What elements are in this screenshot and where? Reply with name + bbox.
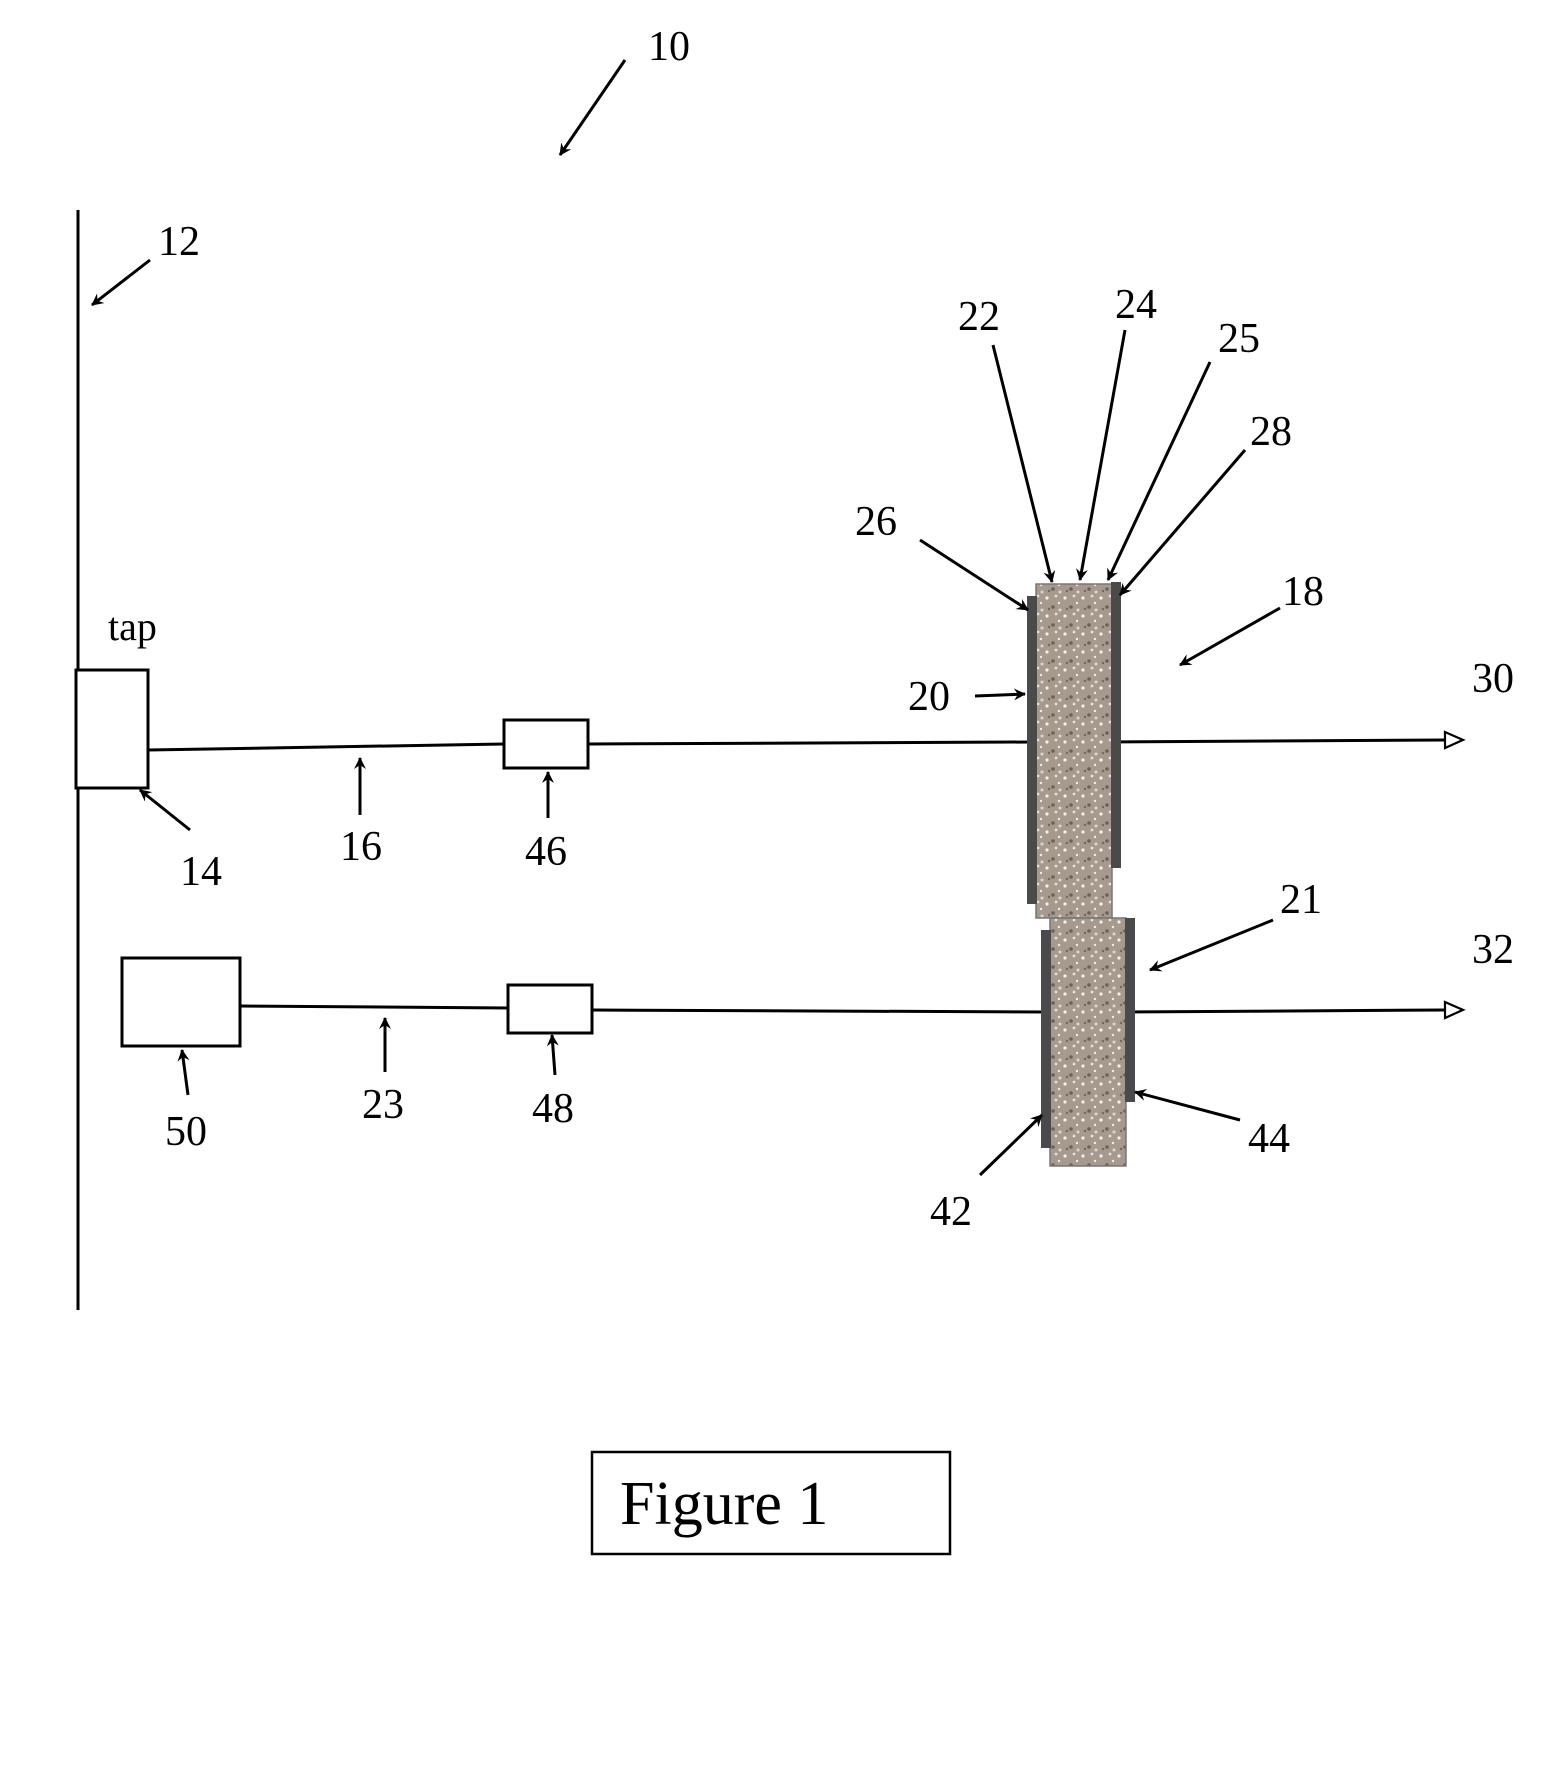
leader-22 (993, 345, 1052, 582)
element-50-box (122, 958, 240, 1046)
diagram: tap 10 12 14 16 46 20 26 (0, 0, 1566, 1769)
label-14: 14 (180, 849, 222, 895)
strip-26 (1027, 596, 1037, 904)
leader-48 (552, 1035, 555, 1075)
element-48-box (508, 985, 592, 1033)
leader-28 (1120, 450, 1245, 595)
line-23 (240, 1006, 508, 1008)
line-48-to-col (592, 1010, 1045, 1012)
leader-42 (980, 1115, 1042, 1175)
label-20: 20 (908, 674, 950, 720)
leader-14 (140, 790, 190, 830)
label-12: 12 (158, 219, 200, 265)
label-21: 21 (1280, 877, 1322, 923)
label-26: 26 (855, 499, 897, 545)
output-30-line (1100, 740, 1445, 742)
label-48: 48 (532, 1086, 574, 1132)
label-10: 10 (648, 24, 690, 70)
output-32-line (1118, 1010, 1445, 1012)
element-46-box (504, 720, 588, 768)
column-upper (1036, 584, 1112, 918)
label-42: 42 (930, 1189, 972, 1235)
label-50: 50 (165, 1109, 207, 1155)
line-46-to-col (588, 742, 1030, 744)
leader-24 (1080, 330, 1125, 580)
label-25: 25 (1218, 316, 1260, 362)
label-18: 18 (1282, 569, 1324, 615)
strip-28 (1111, 582, 1121, 868)
label-46: 46 (525, 829, 567, 875)
strip-42 (1041, 930, 1051, 1148)
leader-26 (920, 540, 1028, 610)
leader-12 (92, 260, 150, 305)
leader-50 (182, 1050, 188, 1095)
column-lower (1050, 918, 1126, 1166)
label-23: 23 (362, 1082, 404, 1128)
label-32: 32 (1472, 927, 1514, 973)
label-30: 30 (1472, 656, 1514, 702)
line-16 (148, 744, 504, 750)
tap-label: tap (108, 604, 157, 649)
label-28: 28 (1250, 409, 1292, 455)
label-22: 22 (958, 294, 1000, 340)
label-44: 44 (1248, 1116, 1290, 1162)
strip-44 (1125, 918, 1135, 1102)
leader-18 (1180, 608, 1280, 665)
leader-10 (560, 60, 625, 155)
figure-caption: Figure 1 (620, 1470, 828, 1538)
element-14-box (76, 670, 148, 788)
label-16: 16 (340, 824, 382, 870)
leader-44 (1135, 1092, 1240, 1120)
leader-25 (1108, 362, 1210, 580)
label-24: 24 (1115, 282, 1157, 328)
leader-21 (1150, 920, 1273, 970)
leader-20 (975, 694, 1025, 696)
